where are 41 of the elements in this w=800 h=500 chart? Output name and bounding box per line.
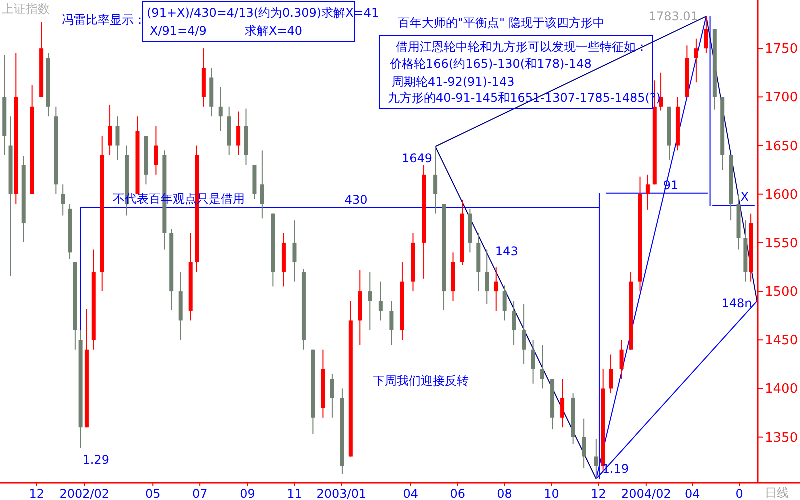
annotation: 借用江恩轮中轮和九方形可以发现一些特征如：: [396, 40, 648, 54]
y-tick-label: 1650: [765, 139, 798, 154]
annotation: 143: [495, 244, 518, 258]
annotation: 求解X=40: [245, 24, 303, 38]
x-tick-label: 12: [29, 487, 45, 500]
annotation: 冯雷比率显示：: [62, 13, 146, 27]
x-tick-label: 11: [287, 487, 302, 500]
x-tick-label: 08: [497, 487, 512, 500]
annotation: 价格轮166(约165)-130(和178)-148: [389, 57, 592, 71]
x-tick-label: 12: [591, 487, 606, 500]
annotation: X: [740, 190, 750, 204]
x-tick-label: 06: [450, 487, 466, 500]
y-tick-label: 1450: [765, 334, 798, 349]
annotation: 430: [344, 192, 368, 207]
annotation: 百年大师的"平衡点" 隐现于该四方形中: [398, 16, 605, 30]
annotation: 1783.01: [648, 10, 698, 24]
y-tick-label: 1350: [765, 430, 798, 446]
chart-title: 上证指数: [2, 2, 50, 16]
x-tick-label: 07: [192, 487, 208, 500]
x-tick-label: 05: [146, 487, 161, 500]
x-tick-label: 2003/01: [316, 487, 367, 500]
annotation: X/91=4/9: [150, 24, 207, 38]
annotation: 周期轮41-92(91)-143: [392, 75, 515, 89]
annotation: 1649: [402, 152, 433, 166]
x-tick-label: 2002/02: [60, 487, 110, 500]
annotation: 下周我们迎接反转: [373, 374, 469, 388]
y-tick-label: 1750: [765, 42, 798, 58]
x-tick-label: 10: [544, 487, 560, 500]
annotation: 1.29: [82, 453, 110, 468]
y-tick-label: 1550: [765, 236, 798, 252]
y-tick-label: 1400: [765, 382, 798, 398]
y-tick-label: 1500: [765, 285, 798, 300]
x-tick-label: 2004/02: [621, 487, 672, 500]
x-tick-label: 04: [684, 487, 700, 500]
y-tick-label: 1700: [765, 90, 798, 106]
x-tick-label: 04: [403, 487, 419, 500]
text: 日线: [765, 486, 789, 500]
x-tick-label: 09: [240, 487, 256, 500]
y-tick-label: 1600: [765, 188, 798, 203]
x-tick-label: 0: [736, 487, 744, 500]
annotation: 148n: [722, 296, 752, 310]
